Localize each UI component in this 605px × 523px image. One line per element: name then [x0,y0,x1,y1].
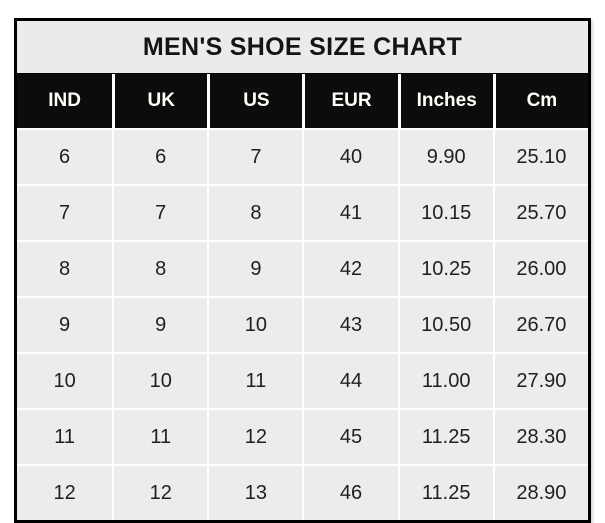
table-cell: 13 [207,464,303,520]
table-cell: 26.70 [492,296,588,352]
title-row: MEN'S SHOE SIZE CHART [17,21,588,74]
table-cell: 12 [17,464,113,520]
size-chart-table: MEN'S SHOE SIZE CHART IND UK US EUR Inches Cm… [14,18,591,523]
table-row: 12 12 13 46 11.25 28.90 [17,464,588,520]
table-row: 9 9 10 43 10.50 26.70 [17,296,588,352]
table-cell: 12 [112,464,208,520]
column-header: UK [112,74,208,128]
table-cell: 11.25 [397,408,493,464]
table-cell: 27.90 [492,352,588,408]
table-cell: 8 [112,240,208,296]
table-cell: 7 [17,184,113,240]
table-cell: 40 [302,128,398,184]
table-cell: 28.30 [492,408,588,464]
table-cell: 25.70 [492,184,588,240]
table-cell: 12 [207,408,303,464]
table-cell: 41 [302,184,398,240]
table-cell: 11 [207,352,303,408]
table-cell: 11 [112,408,208,464]
table-row: 8 8 9 42 10.25 26.00 [17,240,588,296]
table-cell: 11.00 [397,352,493,408]
table-cell: 42 [302,240,398,296]
column-header: Inches [397,74,493,128]
table-body: 6 6 7 40 9.90 25.10 7 7 8 41 10.15 25.70 8 8 9 42 10.25 2… [17,128,588,520]
table-cell: 8 [17,240,113,296]
table-cell: 9 [207,240,303,296]
table-head: MEN'S SHOE SIZE CHART IND UK US EUR Inches Cm [17,21,588,128]
table-row: 11 11 12 45 11.25 28.30 [17,408,588,464]
column-header: US [207,74,303,128]
table-cell: 11.25 [397,464,493,520]
table-cell: 10 [112,352,208,408]
table-cell: 11 [17,408,113,464]
header-row: IND UK US EUR Inches Cm [17,74,588,128]
table-cell: 8 [207,184,303,240]
table-cell: 45 [302,408,398,464]
table-cell: 46 [302,464,398,520]
table-cell: 10 [207,296,303,352]
table-cell: 7 [112,184,208,240]
table-cell: 26.00 [492,240,588,296]
table-cell: 28.90 [492,464,588,520]
column-header: EUR [302,74,398,128]
table-cell: 6 [112,128,208,184]
table-row: 6 6 7 40 9.90 25.10 [17,128,588,184]
column-header: IND [17,74,113,128]
table-cell: 43 [302,296,398,352]
table-cell: 7 [207,128,303,184]
chart-title: MEN'S SHOE SIZE CHART [17,21,588,74]
table-row: 10 10 11 44 11.00 27.90 [17,352,588,408]
column-header: Cm [492,74,588,128]
table-cell: 10.50 [397,296,493,352]
table-cell: 25.10 [492,128,588,184]
table-cell: 9 [112,296,208,352]
table-cell: 10.25 [397,240,493,296]
table-cell: 10 [17,352,113,408]
table-cell: 44 [302,352,398,408]
table-cell: 9 [17,296,113,352]
table-row: 7 7 8 41 10.15 25.70 [17,184,588,240]
table-cell: 10.15 [397,184,493,240]
table-cell: 9.90 [397,128,493,184]
table-cell: 6 [17,128,113,184]
